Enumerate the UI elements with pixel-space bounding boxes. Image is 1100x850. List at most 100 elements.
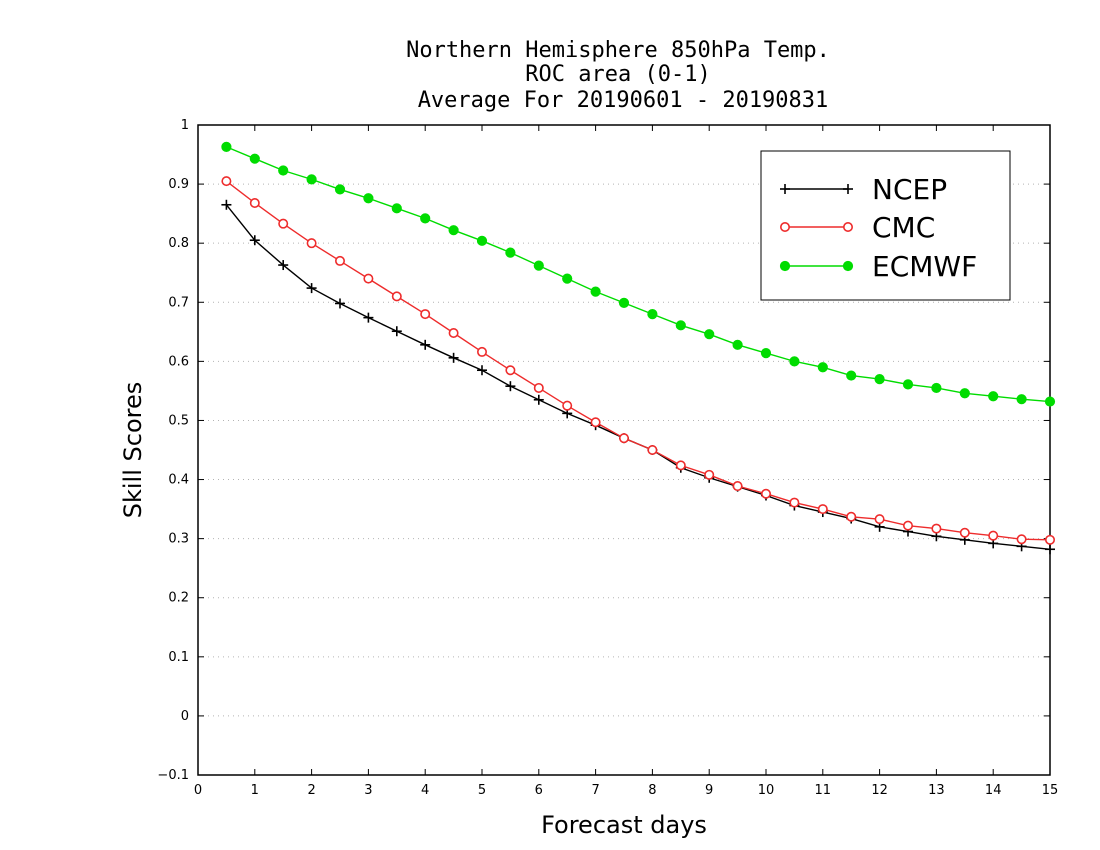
data-point-ecmwf (789, 356, 800, 367)
legend-item-ecmwf: ECMWF (779, 250, 977, 283)
data-point-ecmwf (306, 174, 317, 185)
data-point-cmc (846, 511, 857, 522)
data-point-ncep (363, 312, 374, 323)
x-tick-label: 2 (307, 783, 315, 798)
legend-item-ncep: NCEP (780, 173, 947, 206)
data-point-ecmwf (704, 329, 715, 340)
legend-label: NCEP (872, 173, 947, 206)
data-point-ecmwf (363, 193, 374, 204)
x-tick-label: 6 (535, 783, 543, 798)
data-point-cmc (817, 504, 828, 515)
x-tick-label: 7 (591, 783, 599, 798)
legend-item-cmc: CMC (779, 211, 935, 244)
data-point-cmc (306, 238, 317, 249)
data-point-ecmwf (420, 213, 431, 224)
data-point-ncep (505, 381, 516, 392)
legend-marker (780, 184, 790, 194)
y-tick-label: 0.3 (168, 532, 189, 547)
legend-marker (779, 260, 791, 272)
data-point-ecmwf (817, 362, 828, 373)
x-tick-label: 0 (194, 783, 202, 798)
data-point-ecmwf (533, 260, 544, 271)
data-point-cmc (902, 520, 913, 531)
legend-marker (842, 222, 853, 233)
data-point-cmc (874, 514, 885, 525)
y-tick-label: 0.2 (168, 591, 189, 606)
data-point-ecmwf (590, 286, 601, 297)
data-point-ecmwf (874, 373, 885, 385)
data-point-ncep (249, 235, 260, 246)
data-point-cmc (221, 176, 232, 187)
x-tick-label: 11 (815, 783, 832, 798)
data-point-ecmwf (760, 347, 772, 359)
data-point-ecmwf (647, 308, 658, 320)
legend-marker (843, 184, 853, 194)
data-point-cmc (249, 198, 260, 209)
legend-box (760, 150, 1011, 301)
y-tick-label: 0.5 (168, 413, 189, 428)
data-point-ecmwf (675, 320, 686, 331)
x-tick-label: 13 (928, 783, 945, 798)
data-point-ncep (278, 260, 289, 271)
data-series (221, 141, 1056, 555)
x-tick-label: 15 (1042, 783, 1059, 798)
data-point-cmc (959, 527, 970, 538)
x-axis-label: Forecast days (541, 811, 707, 839)
data-point-cmc (278, 218, 289, 229)
data-point-ecmwf (988, 391, 999, 402)
data-point-ecmwf (221, 141, 232, 152)
x-tick-label: 9 (705, 783, 713, 798)
data-point-ncep (477, 365, 487, 376)
data-point-cmc (732, 481, 743, 492)
data-point-ecmwf (846, 370, 857, 381)
data-point-ncep (1045, 544, 1055, 555)
data-point-ecmwf (959, 388, 970, 399)
data-point-ecmwf (1044, 396, 1056, 407)
data-point-ncep (391, 326, 402, 337)
x-tick-label: 1 (251, 783, 259, 798)
data-point-cmc (476, 346, 487, 357)
x-tick-label: 10 (758, 783, 775, 798)
title-line-2: ROC area (0-1) (525, 62, 710, 87)
data-point-ecmwf (391, 203, 402, 214)
data-point-cmc (448, 327, 459, 338)
y-tick-label: 0.8 (168, 236, 189, 251)
x-tick-label: 5 (478, 783, 486, 798)
x-axis-ticks: 0 1 2 3 4 5 6 7 8 9 10 11 12 13 14 15 (194, 125, 1058, 798)
data-point-ecmwf (902, 379, 914, 390)
y-axis-label: Skill Scores (119, 382, 147, 519)
data-point-cmc (334, 255, 345, 266)
series-cmc (221, 176, 1056, 545)
data-point-ecmwf (334, 184, 346, 195)
data-point-cmc (420, 309, 431, 320)
data-point-ncep (306, 283, 317, 294)
data-point-cmc (590, 417, 601, 428)
y-tick-label: 0.4 (168, 473, 189, 488)
y-tick-label: 0.7 (168, 295, 189, 310)
data-point-ecmwf (931, 382, 942, 394)
data-point-cmc (988, 530, 999, 541)
y-tick-label: 0.1 (168, 650, 189, 665)
data-point-cmc (647, 444, 658, 455)
data-point-ecmwf (618, 297, 630, 308)
y-tick-label: −0.1 (157, 768, 189, 783)
plot-frame (197, 124, 1051, 776)
x-tick-label: 14 (985, 783, 1002, 798)
data-point-ncep (221, 199, 232, 210)
data-point-cmc (1016, 534, 1027, 545)
data-point-ecmwf (1016, 394, 1027, 405)
data-point-cmc (618, 433, 629, 444)
data-point-ncep (533, 394, 544, 405)
data-point-cmc (1045, 534, 1056, 545)
title-line-1: Northern Hemisphere 850hPa Temp. (406, 38, 830, 63)
x-tick-label: 4 (421, 783, 429, 798)
data-point-ncep (448, 352, 459, 363)
x-tick-label: 12 (871, 783, 888, 798)
legend-marker (842, 260, 854, 272)
x-tick-label: 3 (364, 783, 372, 798)
data-point-ecmwf (732, 339, 743, 350)
data-point-cmc (562, 400, 573, 411)
data-point-cmc (363, 273, 374, 284)
data-point-ecmwf (278, 165, 289, 176)
